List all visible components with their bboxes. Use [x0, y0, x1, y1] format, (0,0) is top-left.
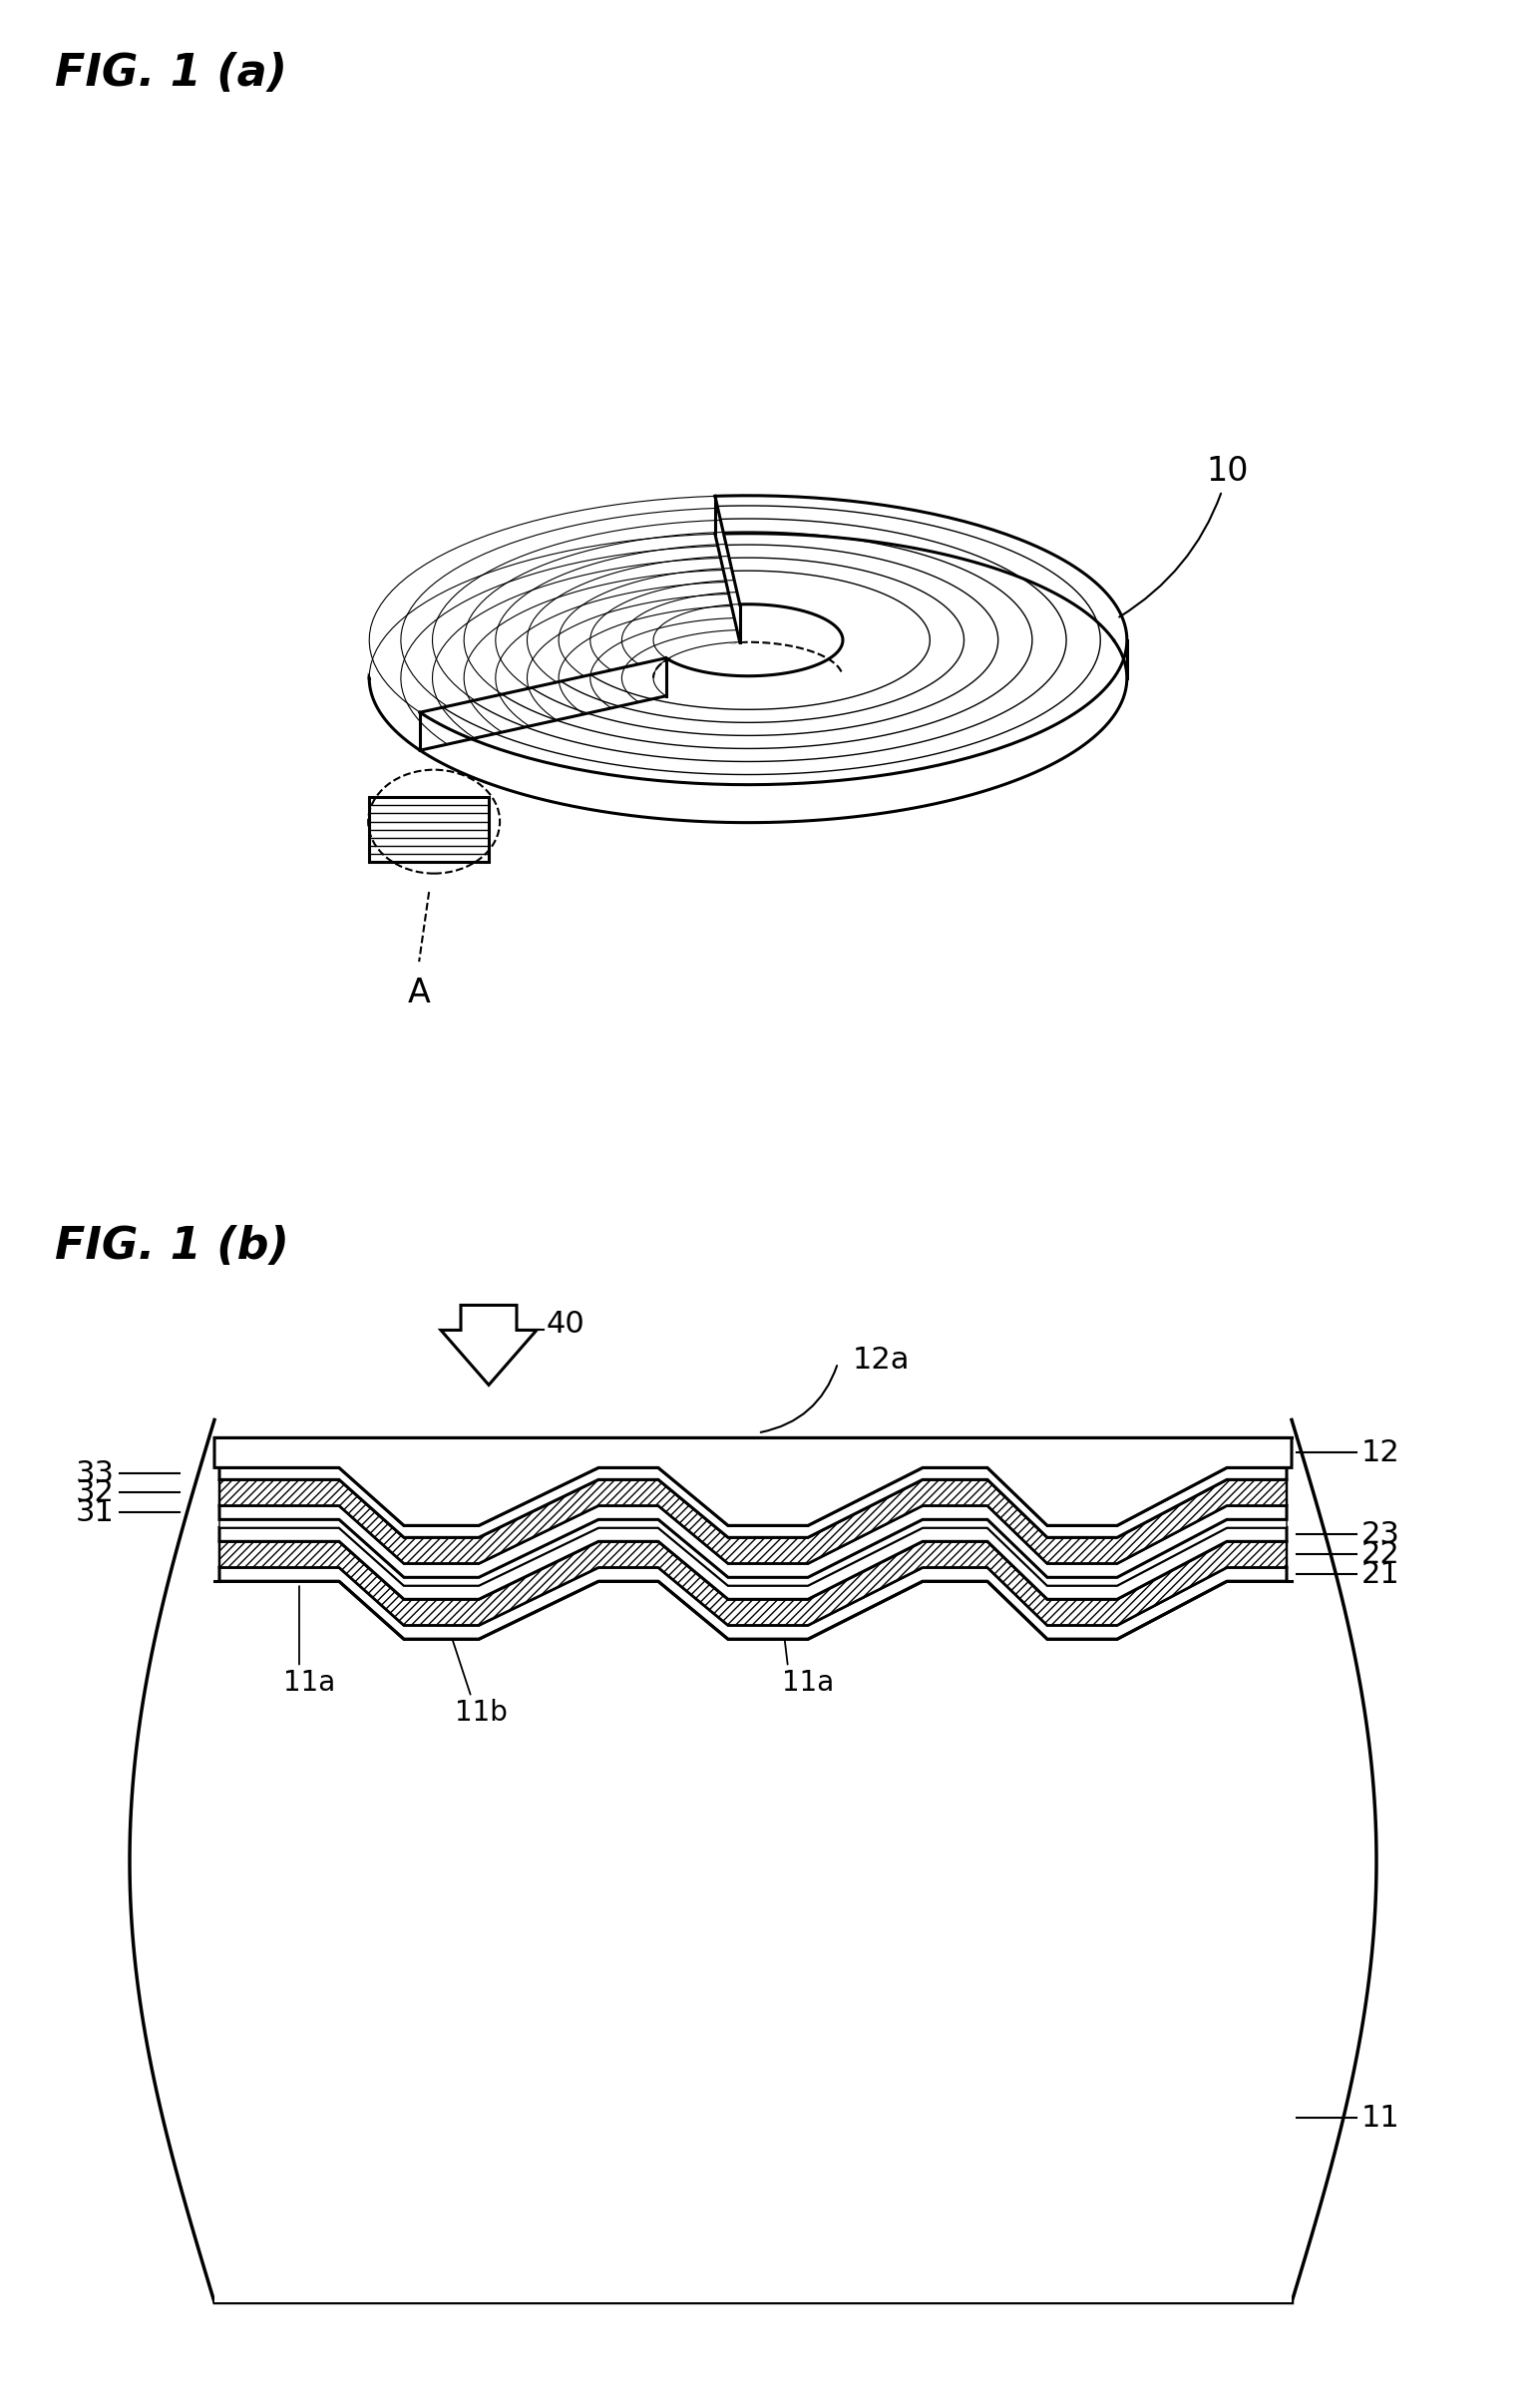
Text: A: A [408, 976, 431, 1009]
Polygon shape [219, 1505, 1286, 1577]
Text: 21: 21 [1361, 1560, 1400, 1589]
Polygon shape [219, 1541, 1286, 1625]
Polygon shape [219, 1479, 1286, 1563]
Text: 40: 40 [547, 1311, 585, 1340]
Text: 10: 10 [1120, 455, 1249, 616]
Text: 11a: 11a [782, 1668, 835, 1697]
Polygon shape [440, 1306, 536, 1385]
Text: FIG. 1 (b): FIG. 1 (b) [55, 1225, 290, 1268]
Polygon shape [219, 1527, 1286, 1599]
Text: 32: 32 [75, 1479, 114, 1508]
Text: 11b: 11b [454, 1699, 508, 1726]
Polygon shape [219, 1520, 1286, 1584]
Text: 11a: 11a [283, 1668, 336, 1697]
Text: 31: 31 [75, 1498, 114, 1527]
Polygon shape [214, 1438, 1292, 1524]
Text: 12: 12 [1361, 1438, 1400, 1467]
Bar [370, 798, 488, 863]
Polygon shape [214, 1582, 1292, 2301]
Text: 23: 23 [1361, 1520, 1400, 1548]
Polygon shape [359, 487, 748, 717]
Polygon shape [219, 1568, 1286, 1640]
Text: 22: 22 [1361, 1539, 1400, 1570]
Text: 11: 11 [1361, 2102, 1400, 2133]
Text: FIG. 1 (a): FIG. 1 (a) [55, 53, 288, 96]
Text: 12a: 12a [853, 1345, 910, 1373]
Polygon shape [219, 1467, 1286, 1536]
Text: 33: 33 [75, 1460, 114, 1489]
